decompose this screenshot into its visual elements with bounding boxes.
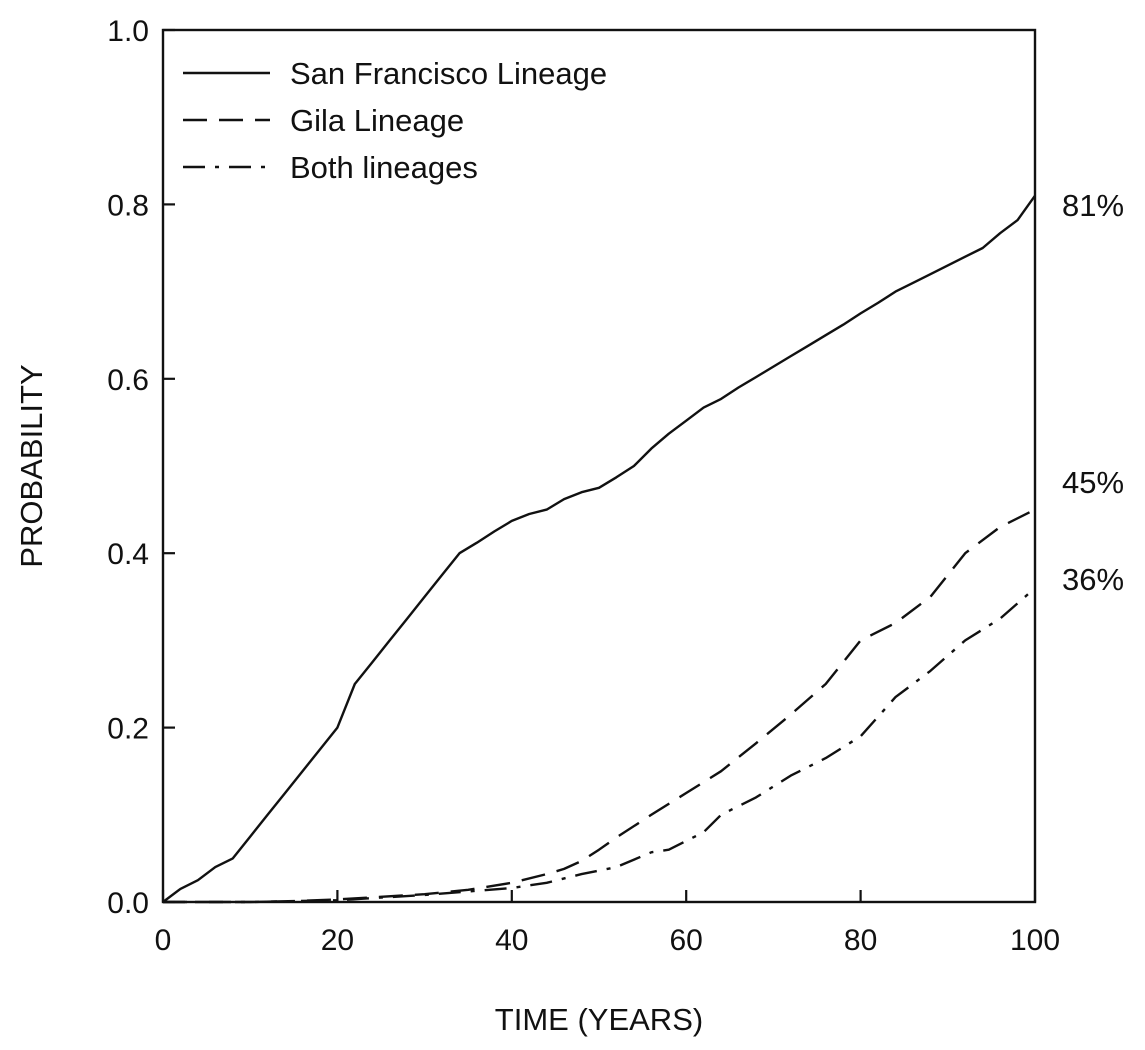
x-tick-label: 60 <box>670 924 703 957</box>
axis-ticks <box>161 28 1037 904</box>
series-line-2 <box>163 508 1036 904</box>
legend-label: San Francisco Lineage <box>290 56 607 91</box>
end-value-label: 36% <box>1062 562 1124 597</box>
y-tick-label: 1.0 <box>107 15 149 48</box>
y-tick-label: 0.6 <box>107 364 149 397</box>
y-axis-title: PROBABILITY <box>14 364 49 567</box>
end-value-label: 81% <box>1062 188 1124 223</box>
x-tick-label: 0 <box>155 924 172 957</box>
x-tick-label: 40 <box>495 924 528 957</box>
legend-label: Both lineages <box>290 150 478 185</box>
axis-tick-labels: 0 20 40 60 80 100 0.0 0.2 0.4 0.6 0.8 1.0 <box>107 15 1060 957</box>
legend-label: Gila Lineage <box>290 103 464 138</box>
y-tick-label: 0.0 <box>107 887 149 920</box>
plot-frame <box>161 28 1037 904</box>
series-line-1 <box>162 195 1036 903</box>
end-labels: 81% 45% 36% <box>1062 188 1124 597</box>
legend: San Francisco Lineage Gila Lineage Both li… <box>183 56 607 185</box>
y-tick-label: 0.4 <box>107 538 149 571</box>
end-value-label: 45% <box>1062 465 1124 500</box>
x-tick-label: 100 <box>1010 924 1060 957</box>
x-axis-title: TIME (YEARS) <box>495 1002 703 1037</box>
y-tick-label: 0.2 <box>107 713 149 746</box>
x-tick-label: 20 <box>321 924 354 957</box>
y-tick-label: 0.8 <box>107 189 149 222</box>
series-line-3 <box>163 587 1036 904</box>
plot-border <box>161 28 1037 904</box>
series-lines <box>162 195 1036 904</box>
x-tick-label: 80 <box>844 924 877 957</box>
